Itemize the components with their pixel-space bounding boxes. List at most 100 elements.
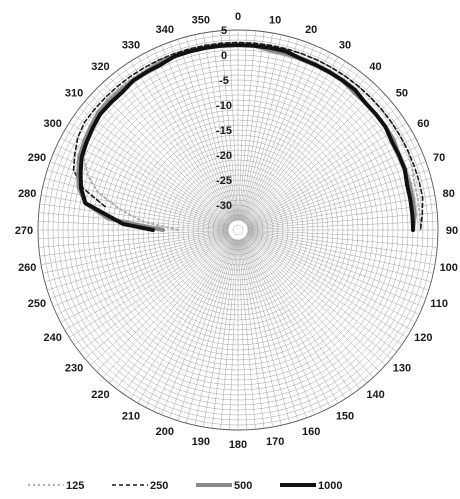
grid-spoke	[247, 232, 432, 282]
grid-spoke	[38, 230, 229, 239]
grid-spoke	[203, 33, 237, 221]
grid-spoke	[123, 66, 233, 222]
legend-label-125: 125	[66, 480, 84, 492]
series-line-250	[72, 41, 424, 231]
angle-tick-label: 40	[369, 61, 381, 73]
grid-spoke	[243, 61, 346, 222]
grid-spoke	[79, 235, 231, 352]
legend-label-250: 250	[150, 480, 168, 492]
grid-spoke	[96, 88, 232, 224]
grid-spoke	[246, 115, 402, 225]
angle-tick-label: 180	[229, 439, 247, 451]
grid-spoke	[109, 76, 232, 223]
grid-spoke	[247, 169, 429, 228]
grid-spoke	[245, 108, 397, 225]
grid-spoke	[145, 238, 234, 408]
grid-spoke	[60, 137, 230, 226]
grid-spoke	[229, 239, 238, 430]
grid-spoke	[44, 232, 229, 282]
grid-spoke	[247, 221, 438, 230]
grid-spoke	[153, 238, 234, 412]
grid-spoke	[84, 236, 231, 359]
grid-spoke	[90, 236, 231, 366]
grid-spoke	[242, 48, 323, 222]
grid-spoke	[243, 238, 346, 399]
grid-spoke	[79, 108, 231, 225]
grid-spoke	[90, 94, 231, 224]
grid-spoke	[145, 52, 234, 222]
grid-spoke	[42, 231, 229, 274]
grid-spoke	[244, 237, 374, 378]
angle-tick-label: 230	[65, 363, 83, 375]
grid-spoke	[38, 212, 229, 230]
grid-spoke	[130, 61, 233, 222]
grid-spoke	[41, 231, 229, 265]
legend-label-500: 500	[234, 480, 252, 492]
grid-spoke	[242, 52, 331, 222]
grid-spoke	[74, 235, 230, 345]
grid-spoke	[246, 129, 412, 226]
grid-spoke	[247, 230, 438, 239]
grid-spoke	[177, 39, 236, 221]
grid-spoke	[74, 115, 230, 225]
angle-tick-label: 130	[393, 363, 411, 375]
grid-spoke	[247, 232, 429, 291]
angle-tick-label: 80	[443, 188, 455, 200]
angle-tick-label: 340	[156, 24, 174, 36]
angle-tick-label: 30	[339, 40, 351, 52]
series-line-125	[82, 41, 422, 231]
angle-tick-label: 330	[122, 40, 140, 52]
angle-tick-label: 20	[305, 24, 317, 36]
angle-tick-label: 50	[396, 87, 408, 99]
grid-spoke	[247, 233, 427, 299]
grid-spoke	[153, 48, 234, 222]
grid-spoke	[242, 238, 339, 404]
grid-spoke	[240, 239, 290, 424]
grid-spoke	[211, 31, 237, 221]
grid-spoke	[245, 236, 386, 366]
grid-circle	[232, 224, 244, 236]
angle-tick-label: 200	[156, 426, 174, 438]
grid-spoke	[229, 30, 238, 221]
polar-grid	[37, 29, 439, 431]
grid-spoke	[247, 233, 423, 307]
angle-tick-label: 150	[336, 410, 354, 422]
grid-spoke	[247, 231, 434, 274]
grid-spoke	[246, 137, 416, 226]
grid-spoke	[240, 39, 299, 221]
angle-tick-label: 160	[302, 426, 320, 438]
grid-spoke	[242, 238, 331, 408]
angle-tick-label: 250	[28, 298, 46, 310]
grid-spoke	[240, 36, 290, 221]
grid-spoke	[240, 239, 299, 421]
grid-spoke	[239, 31, 265, 221]
grid-spoke	[64, 234, 230, 331]
grid-circle	[227, 219, 249, 241]
grid-spoke	[247, 230, 438, 248]
grid-spoke	[238, 30, 256, 221]
grid-spoke	[220, 239, 238, 430]
grid-spoke	[238, 239, 247, 430]
grid-spoke	[169, 239, 235, 419]
grid-spoke	[246, 145, 420, 226]
grid-spoke	[245, 236, 392, 359]
angle-tick-label: 210	[122, 410, 140, 422]
grid-spoke	[244, 237, 367, 384]
angle-tick-label: 270	[15, 225, 33, 237]
grid-spoke	[239, 239, 282, 426]
angle-tick-label: 260	[18, 262, 36, 274]
grid-spoke	[241, 239, 307, 419]
grid-spoke	[123, 238, 233, 394]
grid-spoke	[38, 230, 229, 248]
grid-spoke	[116, 237, 233, 389]
angle-tick-label: 120	[414, 332, 432, 344]
grid-spoke	[242, 238, 323, 412]
grid-spoke	[243, 238, 353, 394]
grid-spoke	[186, 239, 236, 424]
radial-tick-label: -15	[216, 125, 232, 137]
grid-spoke	[161, 239, 235, 415]
grid-spoke	[246, 234, 420, 315]
series-layer	[72, 41, 424, 232]
angle-tick-label: 10	[269, 14, 281, 26]
grid-spoke	[246, 235, 402, 345]
